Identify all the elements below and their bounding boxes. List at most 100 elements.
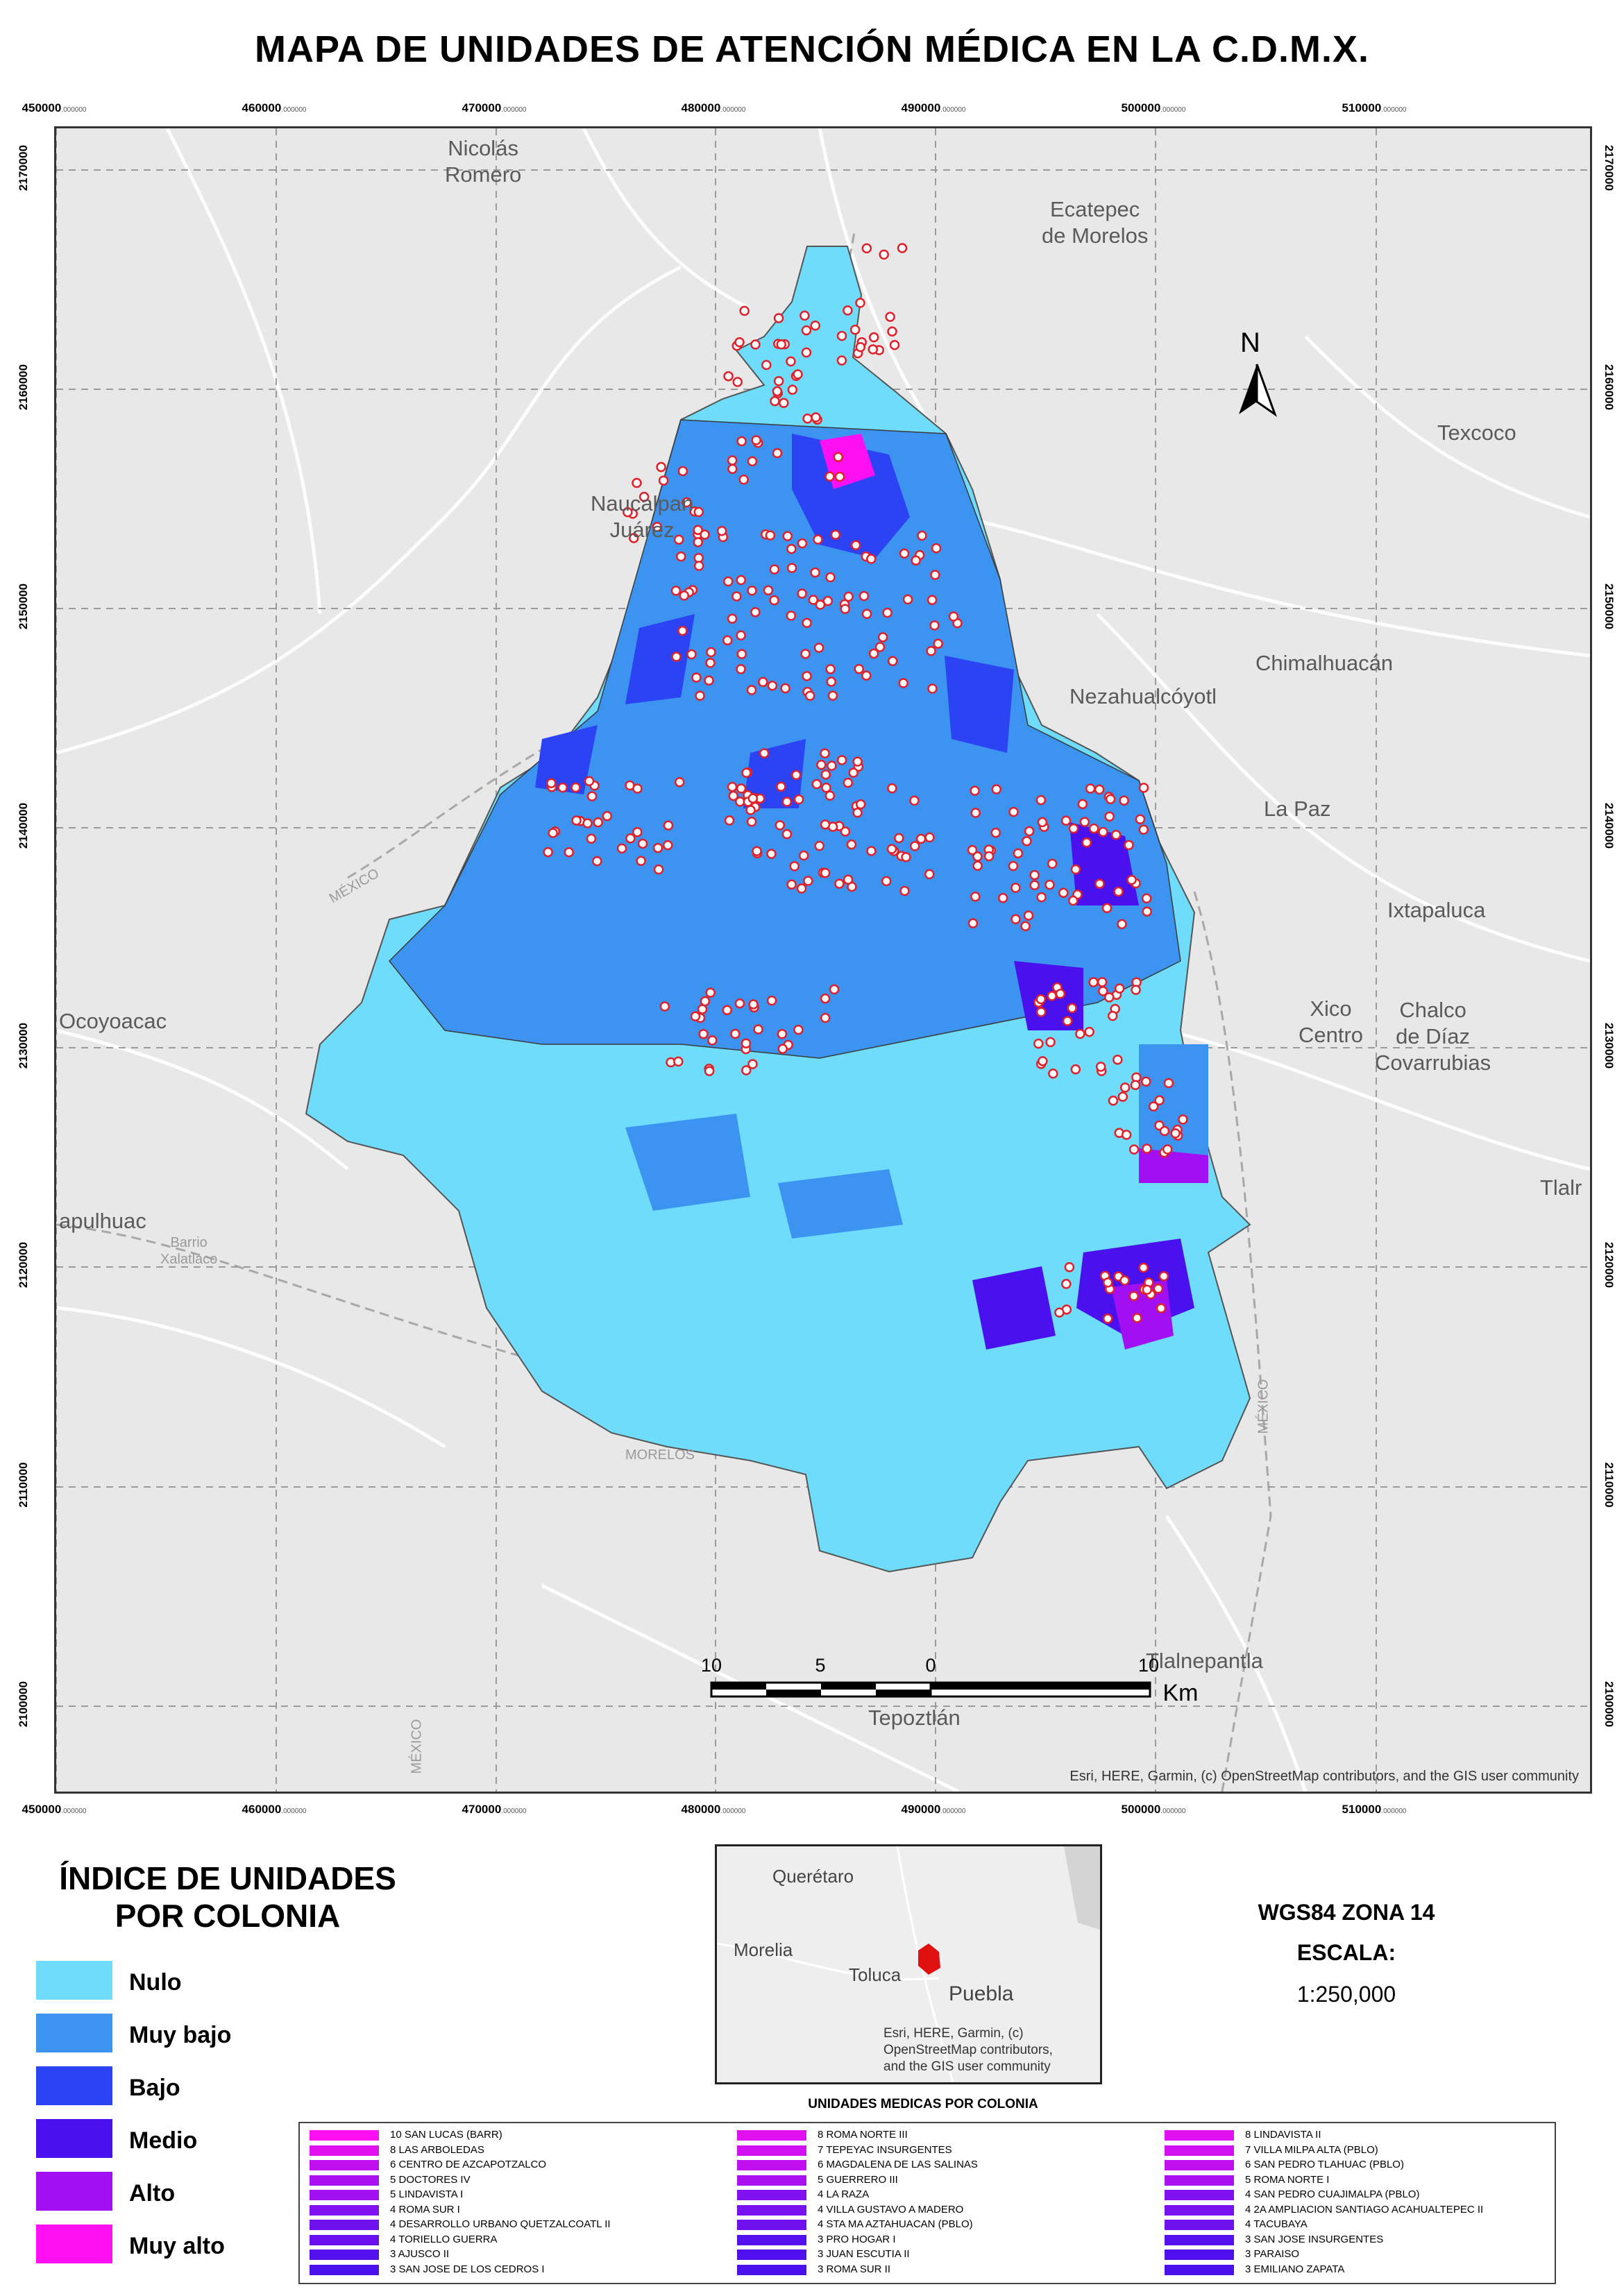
projection-label: WGS84 ZONA 14 (1258, 1900, 1435, 1925)
medical-unit-marker (1048, 1069, 1058, 1079)
medical-unit-marker (970, 808, 981, 818)
medical-unit-marker (786, 543, 797, 554)
medical-unit-marker (931, 543, 942, 554)
medical-unit-marker (1130, 1080, 1141, 1090)
y-tick-label: 2160000 (1602, 364, 1616, 411)
medical-unit-marker (781, 828, 793, 840)
medical-unit-marker (734, 998, 745, 1009)
medical-unit-marker (991, 784, 1002, 794)
medical-unit-marker (1036, 892, 1047, 903)
table-row-label: 3 SAN JOSE INSURGENTES (1245, 2233, 1384, 2245)
medical-unit-marker (727, 613, 738, 624)
inset-map[interactable]: Querétaro Morelia Toluca Puebla Esri, HERE,… (715, 1844, 1102, 2084)
medical-unit-marker (1023, 910, 1034, 921)
table-row-label: 6 MAGDALENA DE LAS SALINAS (818, 2159, 978, 2170)
medical-unit-marker (625, 833, 636, 844)
medical-unit-marker (705, 658, 716, 668)
scale-heading: ESCALA: (1296, 1940, 1396, 1965)
medical-unit-marker (1035, 1007, 1047, 1017)
medical-unit-marker (814, 840, 824, 851)
medical-unit-marker (810, 321, 820, 331)
medical-unit-marker (658, 475, 669, 486)
medical-unit-marker (850, 540, 861, 550)
medical-unit-marker (843, 777, 854, 788)
table-row-swatch (1165, 2204, 1234, 2216)
medical-unit-marker (1054, 1307, 1065, 1318)
x-tick-label: 500000.000000 (1121, 1803, 1186, 1816)
medical-unit-marker (1044, 879, 1055, 890)
medical-unit-marker (1008, 806, 1019, 817)
medical-unit-marker (766, 995, 777, 1006)
table-row-swatch (737, 2130, 806, 2141)
medical-unit-marker (637, 838, 648, 849)
medical-unit-marker (990, 827, 1001, 838)
medical-unit-marker (909, 795, 920, 806)
table-row-label: 6 SAN PEDRO TLAHUAC (PBLO) (1245, 2159, 1404, 2170)
medical-unit-marker (1094, 878, 1105, 889)
medical-unit-marker (1141, 893, 1152, 903)
medical-unit-marker (724, 815, 735, 826)
units-table-title: UNIDADES MEDICAS POR COLONIA (808, 2097, 1038, 2111)
medical-unit-marker (786, 611, 797, 621)
medical-unit-marker (791, 769, 802, 781)
table-row-swatch (310, 2204, 379, 2216)
medical-unit-marker (1117, 919, 1127, 930)
medical-unit-marker (1128, 1144, 1140, 1155)
medical-unit-marker (736, 575, 746, 586)
medical-unit-marker (1159, 1125, 1170, 1137)
medical-unit-marker (730, 1028, 741, 1039)
medical-unit-marker (738, 475, 749, 485)
table-row-swatch (310, 2175, 379, 2186)
medical-unit-marker (820, 769, 831, 780)
map-frame[interactable]: Nicolás Romero Ecatepec de Morelos Naucalp… (54, 126, 1592, 1794)
medical-unit-marker (1008, 860, 1019, 871)
medical-unit-marker (1154, 1095, 1165, 1106)
medical-unit-marker (695, 690, 705, 701)
y-tick-label: 2120000 (1602, 1241, 1616, 1289)
medical-unit-marker (1110, 829, 1122, 840)
medical-unit-marker (546, 778, 557, 788)
medical-unit-marker (808, 595, 819, 605)
medical-unit-marker (773, 313, 784, 323)
medical-unit-marker (638, 491, 650, 502)
medical-unit-marker (750, 606, 761, 618)
medical-unit-marker (1070, 1064, 1081, 1075)
medical-unit-marker (866, 846, 877, 856)
legend-label: Nulo (129, 1969, 182, 1996)
medical-unit-marker (1024, 826, 1035, 837)
table-row-label: 3 PRO HOGAR I (818, 2233, 896, 2245)
medical-unit-marker (915, 833, 927, 844)
medical-unit-marker (1098, 826, 1108, 837)
medical-unit-marker (731, 591, 742, 602)
x-tick-label: 490000.000000 (901, 1803, 966, 1816)
medical-unit-marker (972, 860, 983, 871)
place-label-nicolas: Nicolás Romero (445, 136, 522, 187)
place-label-chalco: Chalco de Díaz Covarrubias (1375, 998, 1491, 1075)
medical-unit-marker (745, 805, 756, 815)
map-attribution: Esri, HERE, Garmin, (c) OpenStreetMap co… (1069, 1769, 1579, 1784)
medical-unit-marker (840, 826, 851, 837)
medical-unit-markers (543, 243, 1188, 1324)
medical-unit-marker (1142, 1284, 1153, 1295)
medical-unit-marker (767, 681, 778, 691)
medical-unit-marker (1132, 1313, 1142, 1323)
medical-unit-marker (1035, 994, 1047, 1005)
medical-unit-marker (868, 332, 879, 343)
medical-unit-marker (653, 864, 664, 875)
medical-unit-marker (801, 347, 812, 358)
medical-unit-marker (670, 586, 682, 596)
table-row-swatch (310, 2145, 379, 2156)
medical-unit-marker (1142, 1143, 1152, 1154)
medical-unit-marker (1108, 1096, 1119, 1106)
cdmx-location-marker (918, 1944, 940, 1975)
medical-unit-marker (663, 840, 673, 851)
place-label-ecatepec: Ecatepec de Morelos (1042, 197, 1149, 248)
medical-unit-marker (800, 649, 811, 659)
table-row-label: 8 LINDAVISTA II (1245, 2129, 1321, 2141)
table-row-swatch (737, 2190, 806, 2200)
table-row-label: 4 STA MA AZTAHUACAN (PBLO) (818, 2218, 973, 2230)
medical-unit-marker (727, 781, 738, 792)
medical-unit-marker (629, 533, 639, 543)
medical-unit-marker (570, 782, 581, 793)
table-row-label: 8 ROMA NORTE III (818, 2129, 908, 2141)
